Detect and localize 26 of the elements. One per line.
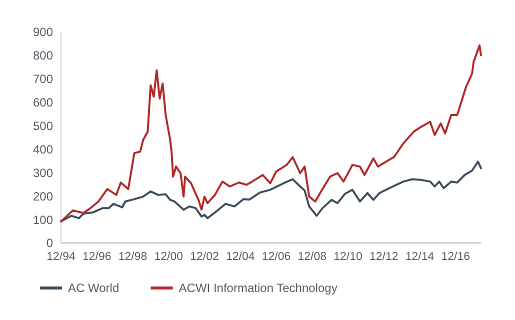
legend-label: ACWI Information Technology xyxy=(178,281,338,296)
y-tick-label: 200 xyxy=(32,189,54,204)
line-series xyxy=(60,44,482,222)
legend-label: AC World xyxy=(68,281,120,296)
x-tick-label: 12/96 xyxy=(82,251,112,263)
x-tick-label: 12/00 xyxy=(154,251,184,263)
x-tick-label: 12/06 xyxy=(262,251,291,263)
line-series xyxy=(60,160,482,222)
x-tick-label: 12/12 xyxy=(370,251,398,263)
x-tick-label: 12/10 xyxy=(334,251,362,263)
y-tick-label: 300 xyxy=(32,166,54,180)
x-tick-label: 12/98 xyxy=(118,251,148,263)
y-tick-label: 100 xyxy=(32,212,54,227)
x-tick-label: 12/14 xyxy=(405,251,435,263)
y-tick-label: 800 xyxy=(32,48,54,63)
x-tick-label: 12/16 xyxy=(441,251,470,263)
y-tick-label: 500 xyxy=(32,118,54,133)
y-tick-label: 400 xyxy=(32,142,54,156)
x-tick-label: 12/08 xyxy=(298,251,327,263)
y-tick-label: 700 xyxy=(32,72,54,86)
y-tick-label: 0 xyxy=(46,236,54,250)
x-tick-label: 12/02 xyxy=(190,251,219,263)
x-tick-label: 12/94 xyxy=(46,251,76,263)
x-tick-label: 12/04 xyxy=(226,251,256,263)
y-tick-label: 600 xyxy=(32,96,54,110)
y-tick-label: 900 xyxy=(32,25,54,40)
